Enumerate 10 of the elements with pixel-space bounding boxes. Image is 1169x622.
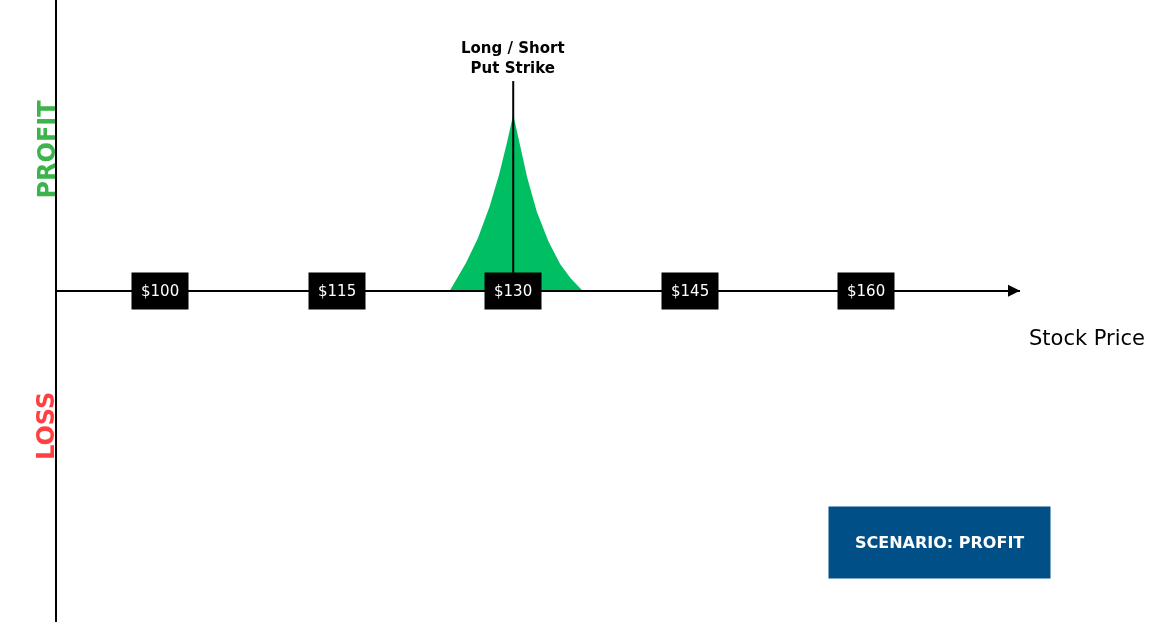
x-tick-label: $145 bbox=[671, 282, 710, 300]
text: LOSS bbox=[32, 391, 60, 460]
x-tick-label: $160 bbox=[847, 282, 886, 300]
x-tick-label: $100 bbox=[141, 282, 180, 300]
x-axis-title: Stock Price bbox=[1029, 326, 1146, 350]
x-tick-label: $115 bbox=[318, 282, 357, 300]
annotation: PROFIT bbox=[32, 99, 61, 199]
ref-line-label: Long / Short Put Strike bbox=[461, 39, 565, 77]
text: SCENARIO: PROFIT bbox=[855, 533, 1025, 552]
x-tick-label: $130 bbox=[494, 282, 533, 300]
